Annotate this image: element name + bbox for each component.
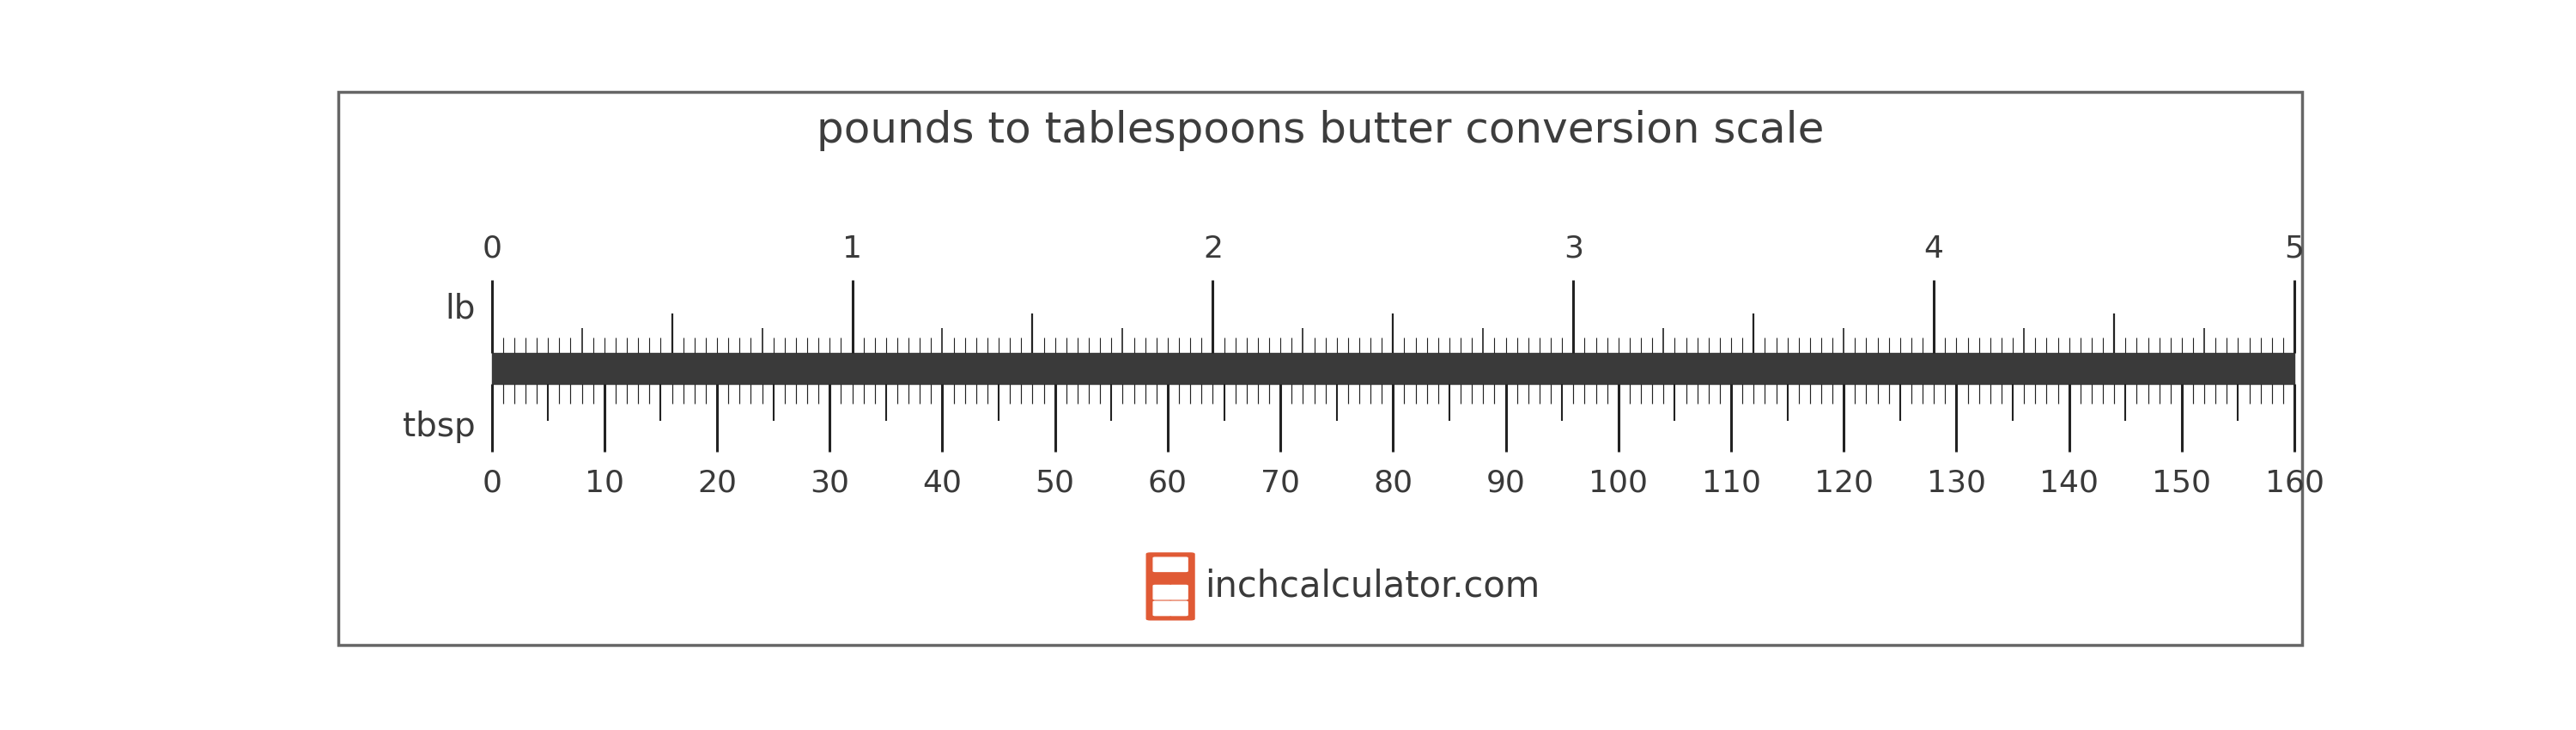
Text: 5: 5 xyxy=(2285,234,2306,264)
Text: 80: 80 xyxy=(1373,469,1412,498)
Text: 120: 120 xyxy=(1814,469,1873,498)
Text: 1: 1 xyxy=(842,234,863,264)
FancyBboxPatch shape xyxy=(1170,602,1188,615)
Bar xyxy=(492,353,2295,384)
Text: pounds to tablespoons butter conversion scale: pounds to tablespoons butter conversion … xyxy=(817,110,1824,151)
Text: tbsp: tbsp xyxy=(402,410,477,443)
FancyBboxPatch shape xyxy=(1154,558,1188,572)
Text: 0: 0 xyxy=(482,234,502,264)
Text: 0: 0 xyxy=(482,469,502,498)
FancyBboxPatch shape xyxy=(1170,585,1188,599)
Text: inchcalculator.com: inchcalculator.com xyxy=(1206,569,1540,604)
Text: 30: 30 xyxy=(809,469,850,498)
Text: 140: 140 xyxy=(2040,469,2099,498)
Text: 110: 110 xyxy=(1703,469,1762,498)
Text: 2: 2 xyxy=(1203,234,1224,264)
FancyBboxPatch shape xyxy=(1146,553,1195,620)
FancyBboxPatch shape xyxy=(1154,602,1172,615)
Text: 40: 40 xyxy=(922,469,961,498)
Text: lb: lb xyxy=(446,293,477,325)
FancyBboxPatch shape xyxy=(1154,585,1172,599)
Text: 100: 100 xyxy=(1589,469,1649,498)
Text: 160: 160 xyxy=(2264,469,2324,498)
Text: 130: 130 xyxy=(1927,469,1986,498)
Text: 150: 150 xyxy=(2151,469,2210,498)
Text: 10: 10 xyxy=(585,469,623,498)
Text: 60: 60 xyxy=(1149,469,1188,498)
Text: 90: 90 xyxy=(1486,469,1525,498)
Text: 4: 4 xyxy=(1924,234,1945,264)
Text: 3: 3 xyxy=(1564,234,1584,264)
Text: 20: 20 xyxy=(698,469,737,498)
Text: 50: 50 xyxy=(1036,469,1074,498)
Text: 70: 70 xyxy=(1260,469,1301,498)
